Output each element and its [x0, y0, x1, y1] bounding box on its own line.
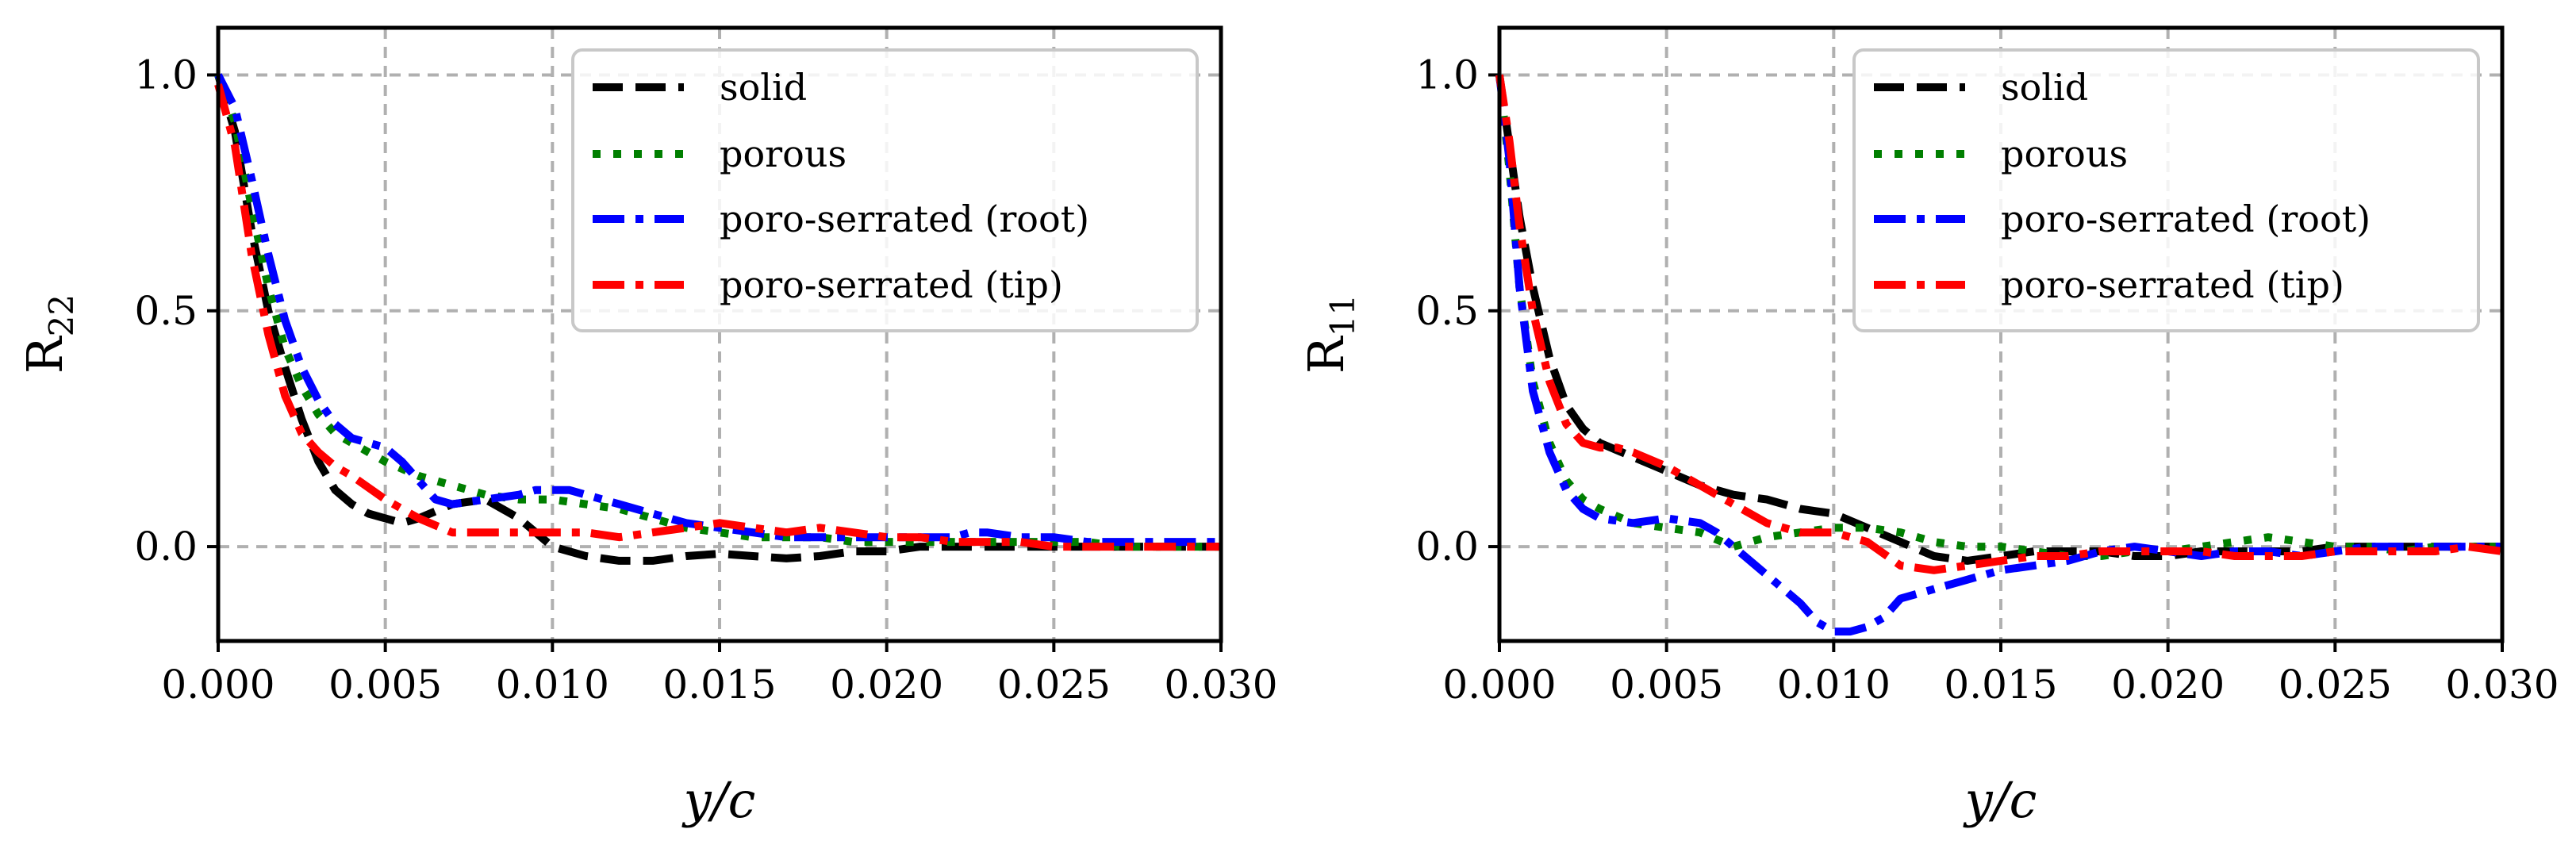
- right-ytick-label: 1.0: [1415, 52, 1479, 98]
- left-legend-label-solid: solid: [720, 66, 807, 109]
- right-series-solid: [1495, 74, 2502, 565]
- left-legend-label-tip: poro-serrated (tip): [720, 263, 1063, 306]
- left-ylabel-base: R: [16, 335, 74, 374]
- left-series-poro-serrated-tip: [214, 83, 1221, 551]
- right-ticks: 0.000 0.005 0.010 0.015 0.020 0.025 0.030 0.0 0.…: [1415, 52, 2559, 708]
- left-series: [214, 73, 1221, 565]
- right-xtick-label: 0.020: [2111, 662, 2225, 708]
- right-ylabel-sub: 11: [1323, 294, 1362, 336]
- right-ytick-label: 0.5: [1415, 288, 1479, 334]
- right-xtick-label: 0.025: [2278, 662, 2392, 708]
- right-xtick-label: 0.030: [2445, 662, 2559, 708]
- right-legend: solid porous poro-serrated (root) poro-s…: [1852, 48, 2480, 332]
- right-series-porous: [1495, 74, 2502, 560]
- left-xtick-label: 0.015: [662, 662, 776, 708]
- left-ylabel: R22: [16, 294, 81, 374]
- right-series-poro-serrated-tip: [1495, 74, 2503, 574]
- right-legend-box: [1852, 48, 2480, 332]
- left-xlabel: y/c: [681, 771, 756, 829]
- right-ylabel-base: R: [1297, 335, 1355, 374]
- right-xtick-label: 0.005: [1610, 662, 1723, 708]
- left-xtick-label: 0.030: [1164, 662, 1277, 708]
- left-legend: solid porous poro-serrated (root) poro-s…: [571, 48, 1199, 332]
- right-legend-label-root: poro-serrated (root): [2001, 198, 2371, 240]
- left-legend-label-porous: porous: [720, 132, 847, 175]
- panel-left: R22 y/c 0.000 0.005 0.010 0.015 0.020 0.025 0.…: [16, 25, 1278, 829]
- right-xtick-label: 0.015: [1944, 662, 2057, 708]
- right-series-poro-serrated-root: [1495, 74, 2502, 636]
- right-ytick-label: 0.0: [1415, 524, 1479, 570]
- left-axes-frame: [216, 25, 1223, 643]
- panel-right: R11 y/c 0.000 0.005 0.010 0.015 0.020 0.025 0.…: [1297, 25, 2559, 829]
- left-series-poro-serrated-root: [214, 73, 1221, 547]
- left-xtick-label: 0.020: [830, 662, 943, 708]
- right-legend-label-solid: solid: [2001, 66, 2088, 109]
- right-xlabel: y/c: [1963, 771, 2037, 829]
- left-legend-box: [571, 48, 1199, 332]
- left-xtick-label: 0.000: [161, 662, 274, 708]
- right-legend-label-porous: porous: [2001, 132, 2128, 175]
- left-ytick-label: 0.5: [134, 288, 198, 334]
- left-series-solid: [214, 74, 1221, 565]
- left-ylabel-sub: 22: [42, 294, 81, 336]
- left-ytick-label: 0.0: [134, 524, 198, 570]
- left-legend-label-root: poro-serrated (root): [720, 198, 1089, 240]
- left-ytick-label: 1.0: [134, 52, 198, 98]
- left-ticks: 0.000 0.005 0.010 0.015 0.020 0.025 0.030 0.0 0.…: [134, 52, 1277, 708]
- right-series: [1495, 74, 2503, 636]
- right-legend-label-tip: poro-serrated (tip): [2001, 263, 2344, 306]
- right-xtick-label: 0.000: [1442, 662, 1556, 708]
- right-xtick-label: 0.010: [1777, 662, 1891, 708]
- left-xtick-label: 0.005: [328, 662, 442, 708]
- left-xtick-label: 0.025: [997, 662, 1111, 708]
- right-ylabel: R11: [1297, 294, 1362, 374]
- left-xtick-label: 0.010: [496, 662, 609, 708]
- right-axes-frame: [1497, 25, 2505, 643]
